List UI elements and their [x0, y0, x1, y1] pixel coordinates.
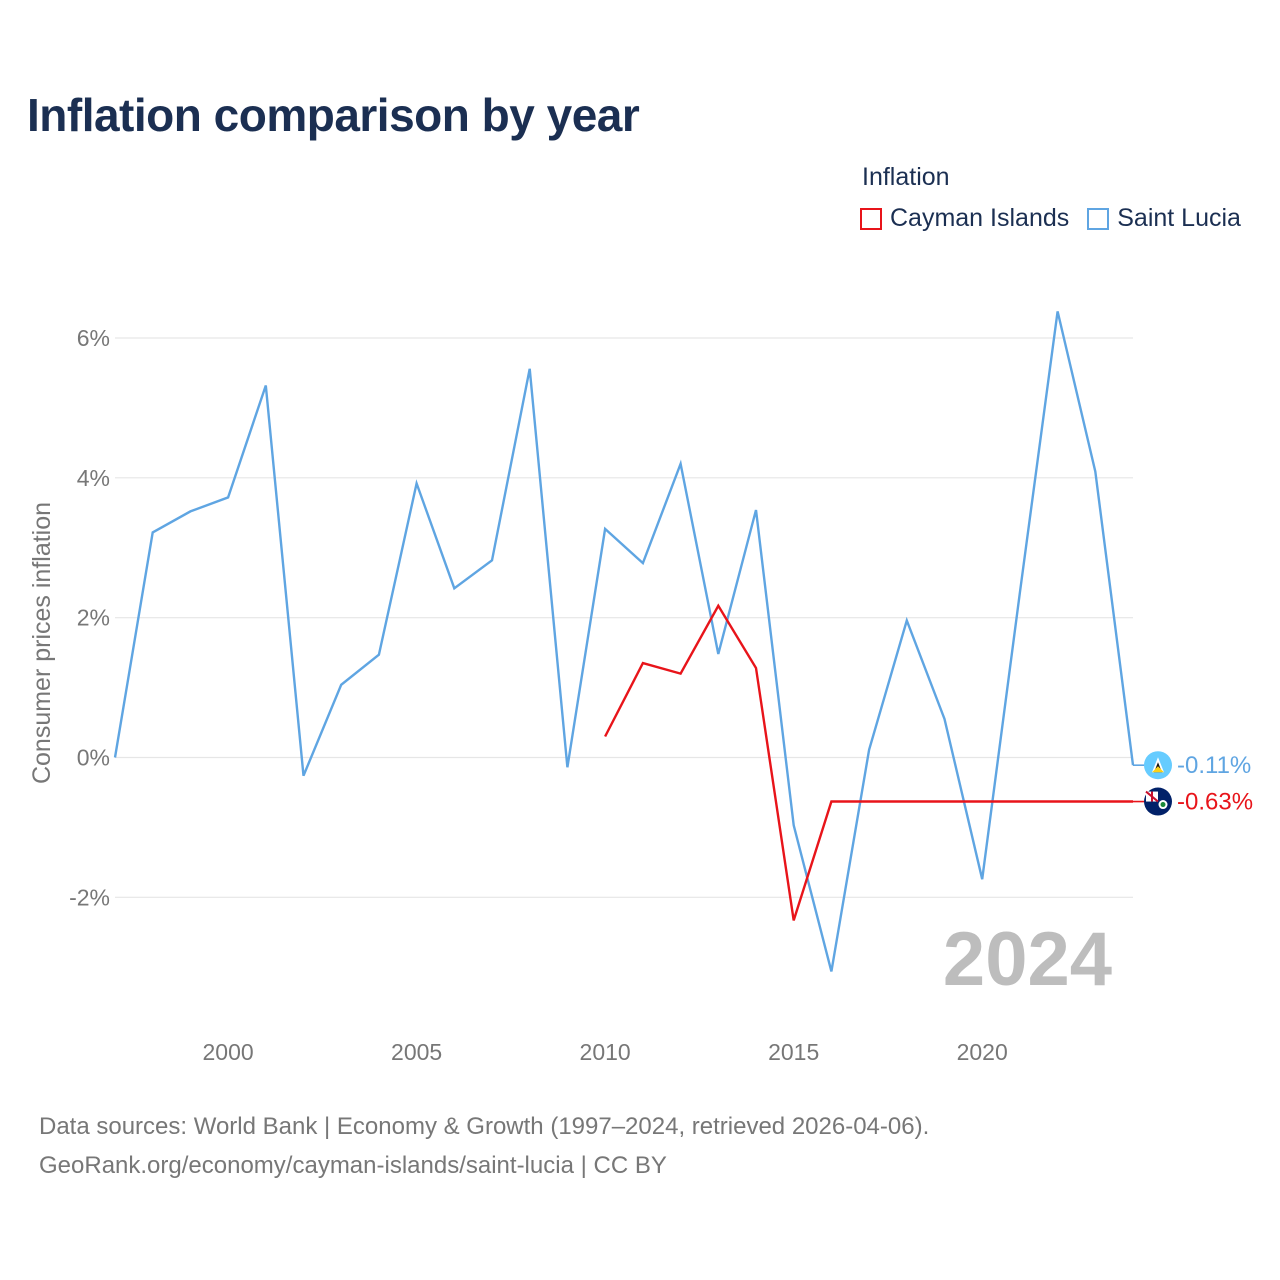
x-tick-label: 2005 [391, 1039, 442, 1065]
series-lines [113, 311, 1135, 972]
y-axis-label: Consumer prices inflation [28, 502, 56, 784]
series-end-labels: -0.63% -0.11% [1133, 751, 1253, 816]
legend-title: Inflation [862, 163, 950, 191]
x-tick-label: 2000 [203, 1039, 254, 1065]
y-tick-label: -2% [69, 884, 110, 910]
y-tick-label: 0% [77, 745, 110, 771]
y-tick-label: 6% [77, 325, 110, 351]
legend-label-saint-lucia: Saint Lucia [1117, 204, 1241, 232]
legend-item-saint-lucia[interactable]: Saint Lucia [1087, 204, 1241, 233]
legend-item-cayman-islands[interactable]: Cayman Islands [860, 204, 1069, 233]
y-axis-ticks: 6% 4% 2% 0% -2% [69, 325, 110, 910]
cayman-islands-flag-icon [1144, 787, 1172, 816]
source-note: Data sources: World Bank | Economy & Gro… [39, 1107, 929, 1185]
x-tick-label: 2015 [768, 1039, 819, 1065]
series-line-cayman-islands[interactable] [604, 603, 1133, 921]
series-line-saint-lucia[interactable] [113, 311, 1135, 972]
saint-lucia-flag-icon [1144, 751, 1172, 780]
year-watermark: 2024 [943, 917, 1112, 1002]
legend-swatch-saint-lucia [1087, 207, 1110, 230]
chart-title: Inflation comparison by year [27, 89, 640, 141]
x-tick-label: 2010 [580, 1039, 631, 1065]
x-tick-label: 2020 [957, 1039, 1008, 1065]
y-tick-label: 4% [77, 465, 110, 491]
legend: Cayman Islands Saint Lucia [860, 204, 1259, 233]
source-line-1: Data sources: World Bank | Economy & Gro… [39, 1113, 930, 1140]
end-label-saint-lucia: -0.11% [1177, 752, 1251, 779]
source-line-2[interactable]: GeoRank.org/economy/cayman-islands/saint… [39, 1152, 667, 1179]
gridlines [115, 337, 1133, 898]
legend-label-cayman-islands: Cayman Islands [890, 204, 1070, 232]
end-label-cayman-islands: -0.63% [1177, 789, 1253, 816]
y-tick-label: 2% [77, 605, 110, 631]
x-axis-ticks: 2000 2005 2010 2015 2020 [203, 1039, 1008, 1065]
legend-swatch-cayman-islands [860, 207, 882, 230]
